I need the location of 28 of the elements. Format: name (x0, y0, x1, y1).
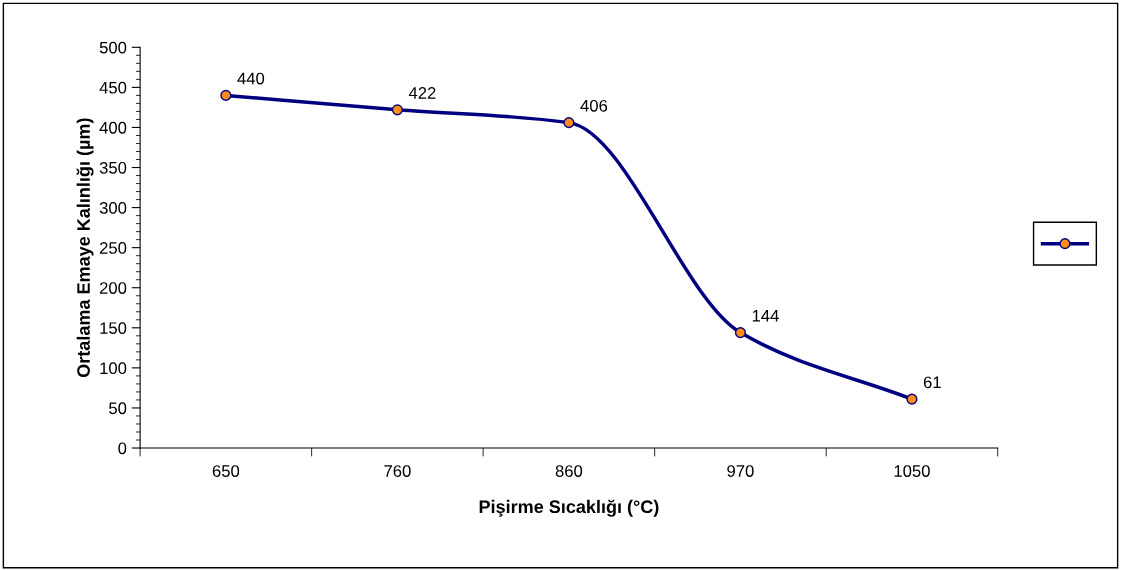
y-tick-label: 250 (99, 242, 127, 254)
y-tick-label: 450 (99, 81, 127, 94)
data-label: 144 (752, 310, 779, 322)
y-axis-title: Ortalama Emaye Kalınlığı (µm) (76, 118, 94, 378)
point (220, 89, 232, 101)
y-tick-label: 0 (118, 442, 127, 455)
x-tick-label: 1050 (894, 465, 930, 477)
point (906, 393, 918, 405)
y-tick-label: 150 (100, 322, 127, 335)
point (391, 104, 403, 116)
x-tick-label: 650 (212, 465, 240, 477)
data-label: 422 (408, 87, 436, 99)
point (734, 327, 746, 339)
x-axis-title: Pişirme Sıcaklığı (°C) (479, 499, 659, 517)
y-tick-label: 350 (99, 161, 127, 174)
x-tick-label: 970 (727, 465, 754, 477)
y-tick-label: 50 (109, 402, 127, 415)
x-tick-label: 860 (555, 465, 583, 477)
x-tick-label: 760 (384, 465, 411, 477)
data-label: 61 (923, 376, 941, 389)
point (563, 117, 575, 129)
y-tick-label: 400 (99, 121, 127, 134)
y-tick-label: 300 (99, 202, 127, 214)
y-tick-label: 500 (99, 41, 127, 54)
data-label: 406 (580, 99, 608, 112)
y-tick-label: 100 (100, 362, 127, 375)
data-label: 440 (237, 72, 265, 85)
y-tick-label: 200 (99, 282, 127, 294)
